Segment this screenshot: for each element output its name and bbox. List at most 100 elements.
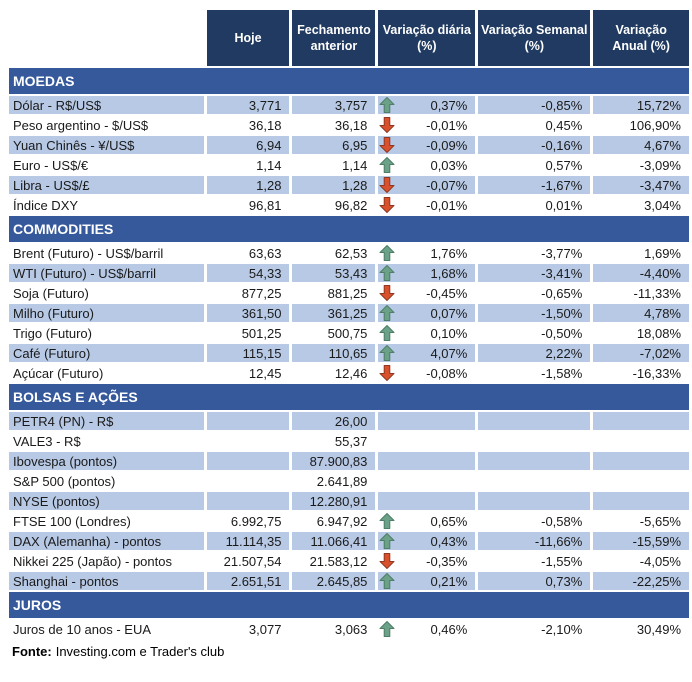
variacao-diaria-cell [378, 432, 475, 450]
variacao-semanal-value [478, 412, 591, 430]
variacao-diaria-cell: -0,08% [378, 364, 475, 382]
section-header-juros: JUROS [9, 592, 689, 618]
row-label: Brent (Futuro) - US$/barril [13, 245, 164, 261]
fechamento-value: 3,757 [292, 96, 376, 114]
row-label: Euro - US$/€ [13, 157, 89, 173]
trend-up-icon [379, 265, 395, 281]
variacao-diaria-cell: 0,65% [378, 512, 475, 530]
variacao-anual-value: -4,40% [593, 264, 689, 282]
variacao-anual-value: 1,69% [644, 245, 681, 261]
variacao-diaria-cell: 0,03% [378, 156, 475, 174]
variacao-anual-value [593, 452, 689, 470]
hoje-value: 12,45 [248, 365, 282, 381]
variacao-anual-value: 106,90% [629, 117, 681, 133]
variacao-diaria-cell: 0,37% [378, 96, 476, 114]
hoje-value: 96,81 [248, 197, 282, 213]
hoje-value [207, 432, 290, 450]
table-row: DAX (Alemanha) - pontos 11.114,35 11.066,4… [9, 532, 689, 550]
hoje-value [206, 452, 290, 470]
fechamento-value: 53,43 [292, 264, 376, 282]
variacao-diaria-cell: 0,10% [378, 324, 475, 342]
variacao-semanal-value: -0,65% [541, 285, 583, 301]
variacao-diaria-value: 0,03% [430, 157, 468, 173]
hoje-value: 6,94 [206, 136, 290, 154]
variacao-anual-value: 30,49% [636, 621, 681, 637]
table-row: Açúcar (Futuro) 12,45 12,46 -0,08% -1,58% -16… [9, 364, 689, 382]
section-header-moedas: MOEDAS [9, 68, 689, 94]
variacao-diaria-cell: 0,21% [378, 572, 476, 590]
variacao-semanal-value: 0,01% [545, 197, 583, 213]
variacao-semanal-value: -1,55% [541, 553, 583, 569]
source-label: Fonte: [12, 644, 52, 659]
table-row: NYSE (pontos) 12.280,91 [9, 492, 689, 510]
trend-up-icon [379, 621, 395, 637]
variacao-diaria-value: 1,68% [430, 265, 468, 281]
variacao-semanal-value: -11,66% [478, 532, 591, 550]
variacao-diaria-value: 0,10% [430, 325, 468, 341]
fechamento-value: 96,82 [334, 197, 368, 213]
column-header-label: Variação Semanal [481, 22, 588, 37]
column-header-hoje: Hoje [206, 10, 290, 66]
variacao-diaria-cell [378, 492, 476, 510]
variacao-diaria-value: -0,08% [426, 365, 468, 381]
table-body: MOEDAS Dólar - R$/US$ 3,771 3,757 0,37% -0,85… [9, 68, 689, 638]
variacao-diaria-cell: 0,07% [378, 304, 476, 322]
variacao-anual-value: -22,25% [593, 572, 689, 590]
trend-up-icon [379, 245, 395, 261]
variacao-diaria-cell: -0,01% [378, 116, 475, 134]
column-header-variacao-anual: Variação Anual (%) [593, 10, 689, 66]
hoje-value: 21.507,54 [223, 553, 282, 569]
variacao-semanal-value: -0,16% [478, 136, 591, 154]
hoje-value: 877,25 [241, 285, 282, 301]
table-row: Café (Futuro) 115,15 110,65 4,07% 2,22% -7,02… [9, 344, 689, 362]
hoje-value: 1,28 [206, 176, 290, 194]
corner-cell [9, 10, 204, 66]
variacao-semanal-value: 0,45% [545, 117, 583, 133]
fechamento-value: 12,46 [334, 365, 368, 381]
variacao-semanal-value: -0,50% [541, 325, 583, 341]
row-label: Soja (Futuro) [13, 285, 89, 301]
hoje-value [206, 492, 290, 510]
hoje-value: 11.114,35 [206, 532, 290, 550]
table-row: Euro - US$/€ 1,14 1,14 0,03% 0,57% -3,09% [9, 156, 689, 174]
variacao-semanal-value: -1,67% [478, 176, 591, 194]
row-label: Juros de 10 anos - EUA [13, 621, 152, 637]
variacao-anual-value: 15,72% [593, 96, 689, 114]
section-row: MOEDAS [9, 68, 689, 94]
hoje-value: 501,25 [241, 325, 282, 341]
fechamento-value: 36,18 [334, 117, 368, 133]
variacao-anual-value: -5,65% [639, 513, 681, 529]
row-label: Dólar - R$/US$ [9, 96, 204, 114]
section-row: JUROS [9, 592, 689, 618]
variacao-semanal-value [478, 432, 590, 450]
column-header-label: Hoje [234, 30, 262, 45]
variacao-diaria-cell: 0,46% [378, 620, 475, 638]
trend-up-icon [379, 513, 395, 529]
table-row: Juros de 10 anos - EUA 3,077 3,063 0,46% -2,… [9, 620, 689, 638]
trend-down-icon [379, 137, 395, 153]
variacao-anual-value: 4,78% [593, 304, 689, 322]
variacao-diaria-cell: 1,76% [378, 244, 475, 262]
fechamento-value: 21.583,12 [309, 553, 368, 569]
trend-up-icon [379, 533, 395, 549]
row-label: DAX (Alemanha) - pontos [9, 532, 204, 550]
variacao-diaria-value: 4,07% [430, 345, 468, 361]
variacao-anual-value: -3,47% [593, 176, 689, 194]
variacao-semanal-value: -3,77% [541, 245, 583, 261]
table-row: Trigo (Futuro) 501,25 500,75 0,10% -0,50% 18,… [9, 324, 689, 342]
hoje-value: 1,14 [256, 157, 282, 173]
table-row: Dólar - R$/US$ 3,771 3,757 0,37% -0,85% 15,72… [9, 96, 689, 114]
table-row: FTSE 100 (Londres) 6.992,75 6.947,92 0,65% -… [9, 512, 689, 530]
row-label: Milho (Futuro) [9, 304, 204, 322]
variacao-semanal-value: -1,50% [478, 304, 591, 322]
variacao-anual-value: 3,04% [644, 197, 681, 213]
variacao-diaria-value: 0,37% [430, 97, 468, 113]
variacao-semanal-value: -0,85% [478, 96, 591, 114]
column-header-variacao-diaria: Variação diária (%) [378, 10, 476, 66]
variacao-diaria-cell [378, 412, 476, 430]
fechamento-value: 12.280,91 [292, 492, 376, 510]
table-row: Shanghai - pontos 2.651,51 2.645,85 0,21% 0,… [9, 572, 689, 590]
variacao-anual-value [593, 472, 689, 490]
fechamento-value: 87.900,83 [292, 452, 376, 470]
variacao-diaria-value: 0,21% [430, 573, 468, 589]
